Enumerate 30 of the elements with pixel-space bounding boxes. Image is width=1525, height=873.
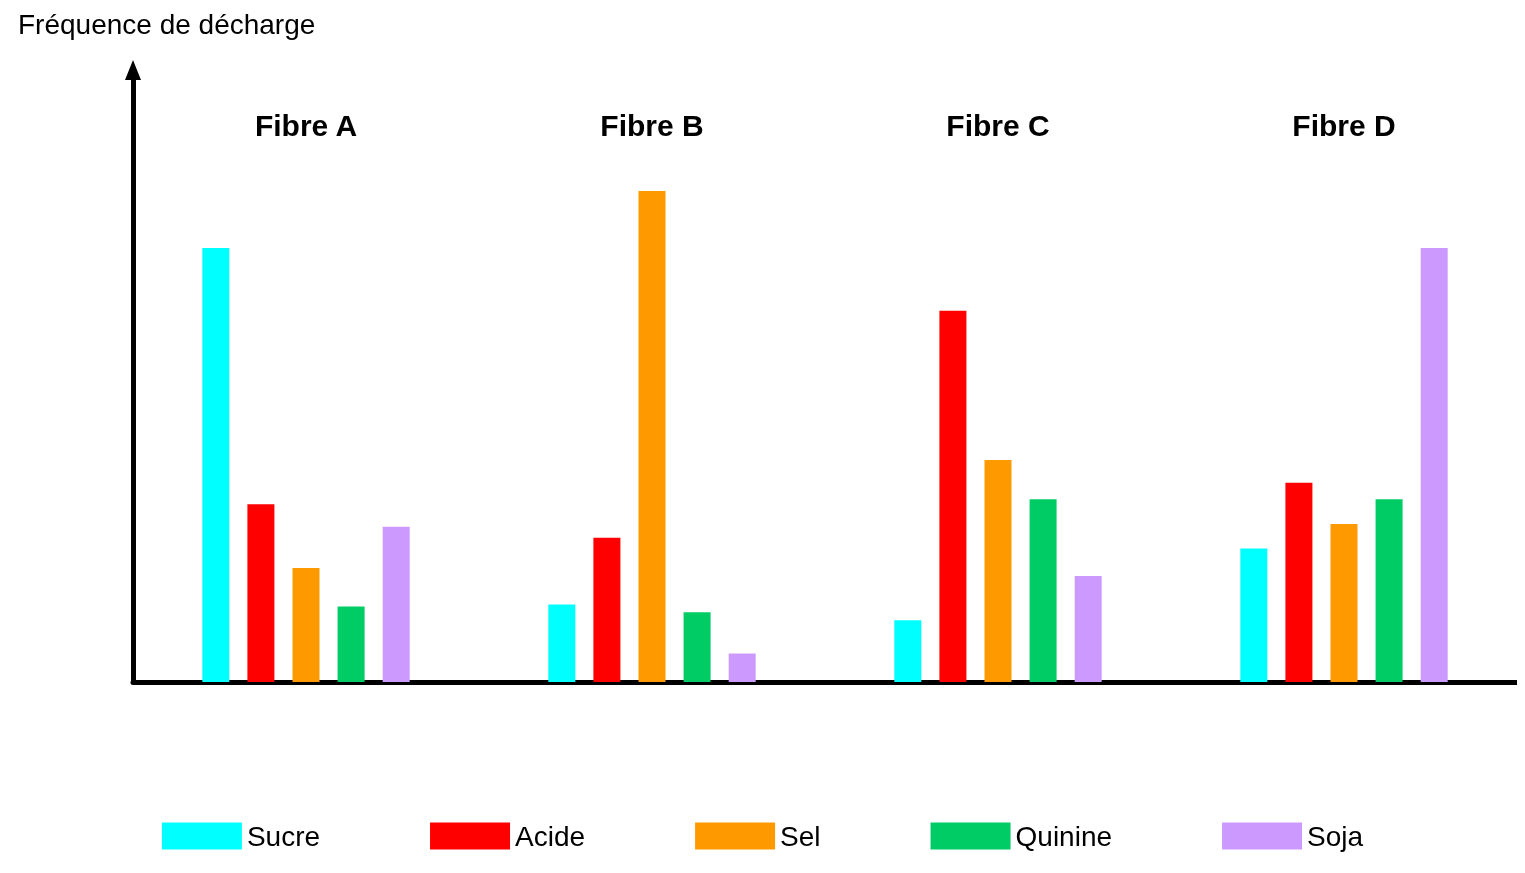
bar bbox=[1285, 482, 1313, 682]
bar bbox=[1240, 548, 1268, 682]
x-tick-label: Fibre A bbox=[254, 108, 358, 142]
x-tick-label: Fibre C bbox=[946, 108, 1050, 142]
bar bbox=[1029, 499, 1057, 682]
bar bbox=[382, 526, 410, 682]
bar bbox=[1330, 523, 1358, 682]
bar bbox=[939, 310, 967, 682]
bar bbox=[984, 460, 1012, 682]
bar bbox=[247, 504, 275, 682]
legend-label: Acide bbox=[515, 820, 586, 852]
bar bbox=[1420, 247, 1448, 682]
bar bbox=[292, 568, 320, 682]
bar bbox=[337, 606, 365, 682]
bar bbox=[593, 537, 621, 682]
x-tick-label: Fibre D bbox=[1292, 108, 1396, 142]
bar bbox=[202, 247, 230, 682]
legend-label: Sel bbox=[780, 820, 821, 852]
legend-label: Soja bbox=[1307, 820, 1364, 852]
y-axis-title: Fréquence de décharge bbox=[18, 8, 316, 40]
legend-label: Sucre bbox=[246, 820, 321, 852]
x-tick-label: Fibre B bbox=[600, 108, 704, 142]
bar bbox=[728, 653, 756, 682]
bar bbox=[638, 190, 666, 682]
bar bbox=[548, 604, 576, 682]
bar bbox=[894, 620, 922, 682]
bar bbox=[1375, 499, 1403, 682]
bar bbox=[1074, 575, 1102, 682]
legend-label: Quinine bbox=[1015, 820, 1113, 852]
bar bbox=[683, 612, 711, 682]
